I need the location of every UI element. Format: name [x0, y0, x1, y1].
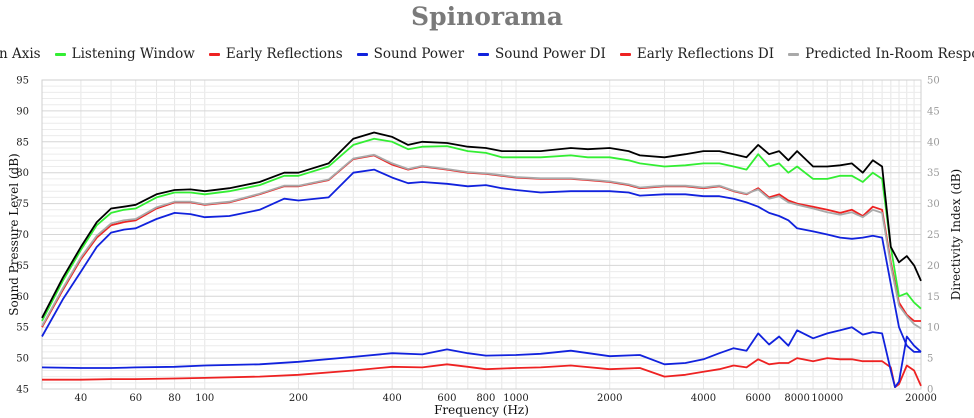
y-tick-label: 85: [16, 137, 29, 148]
x-tick-label: 20000: [905, 393, 937, 404]
y2-tick-label: 40: [927, 137, 940, 148]
x-tick-label: 6000: [746, 393, 771, 404]
y-tick-label: 50: [16, 354, 29, 365]
legend-label: On Axis: [0, 46, 41, 62]
y2-tick-label: 5: [927, 354, 933, 365]
legend-swatch: [788, 52, 800, 56]
y2-tick-label: 10: [927, 323, 940, 334]
x-tick-label: 80: [168, 393, 181, 404]
chart-legend: On Axis Listening Window Early Reflections…: [0, 46, 974, 62]
legend-label: Early Reflections DI: [636, 46, 775, 62]
legend-label: Early Reflections: [225, 46, 343, 62]
y2-axis-title: Directivity Index (dB): [949, 169, 963, 300]
y-tick-label: 60: [16, 292, 29, 303]
y-tick-label: 95: [16, 76, 29, 87]
y-tick-label: 70: [16, 230, 29, 241]
legend-swatch: [478, 52, 490, 56]
y-tick-label: 55: [16, 323, 29, 334]
x-tick-label: 60: [129, 393, 142, 404]
legend-label: Listening Window: [71, 46, 195, 62]
series-line-early-reflections-di: [42, 357, 922, 389]
x-tick-label: 1000: [503, 393, 528, 404]
series-line-early-reflections: [41, 154, 921, 328]
y-tick-label: 45: [16, 385, 29, 396]
plot-frame: [41, 79, 922, 390]
x-tick-label: 4000: [691, 393, 716, 404]
legend-swatch: [619, 52, 631, 56]
y2-tick-label: 15: [927, 292, 940, 303]
series-line-predicted-in-room-response: [41, 153, 922, 330]
y-tick-label: 80: [16, 168, 29, 179]
y2-tick-label: 50: [927, 76, 940, 87]
series-line-sound-power-di: [41, 326, 922, 389]
legend-swatch: [208, 52, 220, 56]
x-tick-label: 200: [289, 393, 308, 404]
legend-swatch: [54, 52, 66, 56]
x-tick-label: 400: [383, 393, 402, 404]
y2-tick-label: 30: [927, 199, 940, 210]
x-tick-label: 40: [75, 393, 88, 404]
legend-item[interactable]: Listening Window: [54, 46, 195, 62]
y-tick-label: 65: [16, 261, 29, 272]
legend-item[interactable]: Sound Power DI: [478, 46, 606, 62]
y2-tick-label: 45: [927, 106, 940, 117]
legend-item[interactable]: On Axis: [0, 46, 41, 62]
x-tick-label: 2000: [597, 393, 622, 404]
y-tick-label: 90: [16, 106, 29, 117]
chart-title: Spinorama: [411, 2, 563, 31]
legend-item[interactable]: Early Reflections: [208, 46, 343, 62]
x-tick-label: 8000: [784, 393, 809, 404]
legend-item[interactable]: Predicted In-Room Response: [788, 46, 974, 62]
legend-item[interactable]: Early Reflections DI: [619, 46, 775, 62]
x-axis-title: Frequency (Hz): [434, 403, 529, 417]
x-tick-label: 10000: [811, 393, 843, 404]
legend-label: Predicted In-Room Response: [805, 46, 974, 62]
y2-tick-label: 35: [927, 168, 940, 179]
legend-label: Sound Power: [373, 46, 465, 62]
x-tick-label: 100: [195, 393, 214, 404]
series-line-sound-power: [41, 168, 921, 353]
legend-label: Sound Power DI: [495, 46, 606, 62]
y2-tick-label: 0: [927, 385, 933, 396]
series-line-listening-window: [41, 137, 922, 322]
y-axis-title: Sound Pressure Level (dB): [7, 153, 21, 315]
y2-tick-label: 25: [927, 230, 940, 241]
legend-swatch: [356, 52, 368, 56]
y-tick-label: 75: [16, 199, 29, 210]
y2-tick-label: 20: [927, 261, 940, 272]
series-line-on-axis: [41, 131, 922, 319]
x-tick-label: 600: [437, 393, 456, 404]
legend-item[interactable]: Sound Power: [356, 46, 465, 62]
x-tick-label: 800: [476, 393, 495, 404]
